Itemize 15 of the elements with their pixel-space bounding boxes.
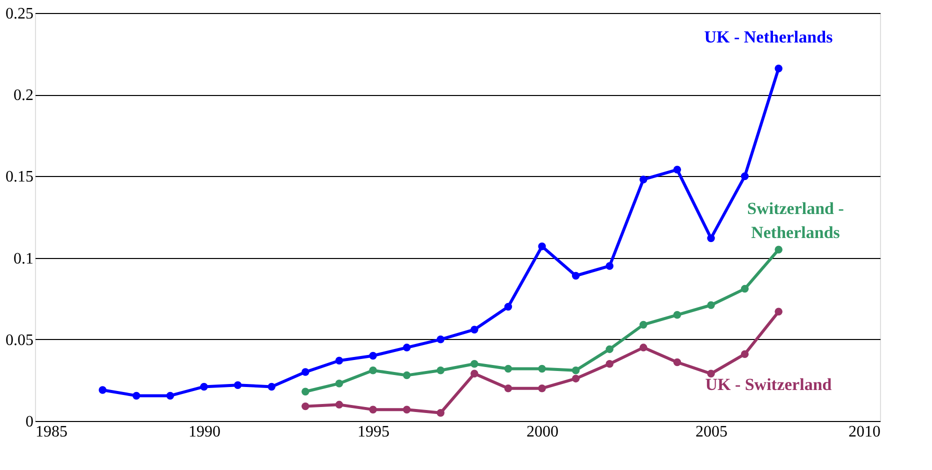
x-tick-label: 2000 [526, 424, 558, 440]
x-tick-label: 1985 [36, 424, 68, 440]
y-tick-label: 0.2 [14, 87, 34, 104]
series-label: Switzerland - Netherlands [747, 198, 844, 242]
x-tick-label: 1990 [188, 424, 220, 440]
y-tick-label: 0.15 [6, 168, 34, 186]
y-tick-label: 0.05 [6, 332, 34, 349]
y-tick-label: 0.1 [14, 250, 34, 268]
x-tick-label: 2005 [696, 424, 728, 440]
x-tick-label: 1995 [358, 424, 390, 440]
series-label: UK - Switzerland [705, 375, 832, 394]
x-tick-label: 2010 [848, 424, 880, 440]
series-label: UK - Netherlands [704, 27, 834, 46]
y-tick-label: 0 [26, 414, 34, 430]
y-tick-label: 0.25 [6, 6, 34, 22]
